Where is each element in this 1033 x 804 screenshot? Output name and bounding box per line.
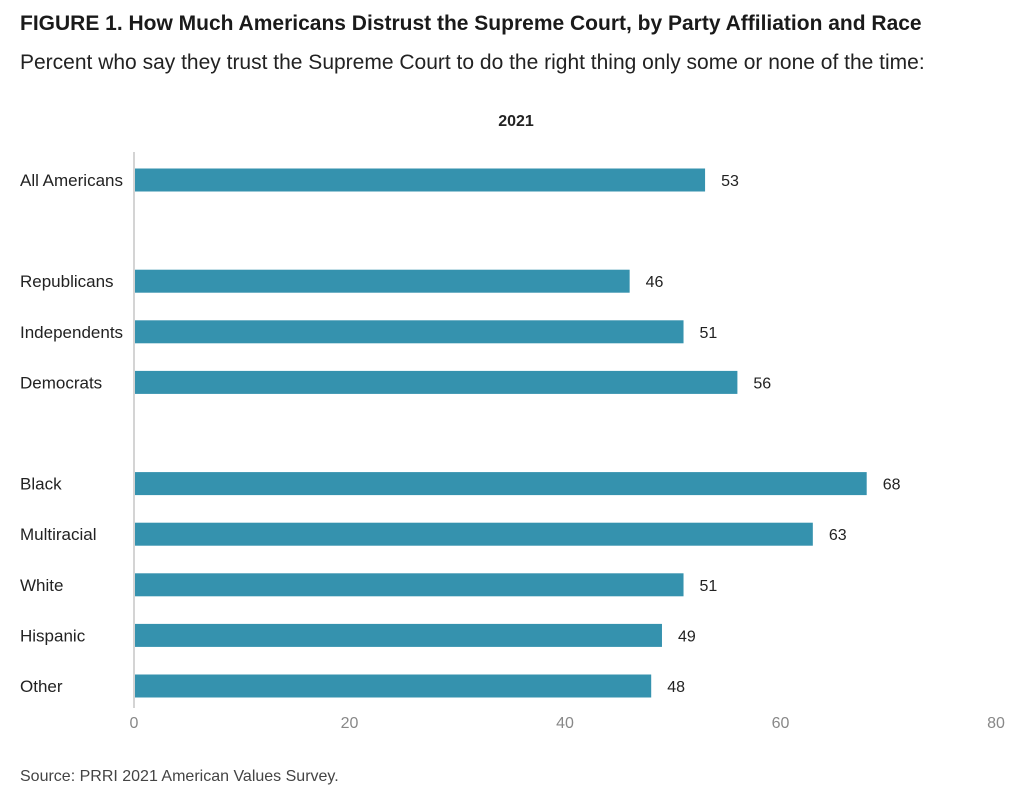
panel-title: 2021 (498, 113, 534, 130)
data-label: 63 (829, 527, 847, 544)
bar (135, 674, 652, 698)
chart-subtitle: Percent who say they trust the Supreme C… (20, 51, 925, 74)
category-label: White (20, 576, 63, 595)
bar (135, 522, 813, 546)
category-label: Independents (20, 323, 123, 342)
x-tick-label: 20 (341, 715, 359, 732)
category-label: Other (20, 677, 63, 696)
data-label: 51 (700, 578, 718, 595)
x-tick-label: 0 (130, 715, 139, 732)
bar (135, 623, 662, 647)
bar (135, 320, 684, 344)
bar (135, 573, 684, 597)
category-label: Hispanic (20, 626, 86, 645)
bar (135, 168, 706, 192)
data-label: 53 (721, 173, 739, 190)
data-label: 51 (700, 325, 718, 342)
category-label: Democrats (20, 373, 102, 392)
data-label: 46 (646, 274, 664, 291)
bar (135, 472, 867, 496)
chart-title: FIGURE 1. How Much Americans Distrust th… (20, 12, 922, 35)
data-label: 49 (678, 628, 696, 645)
x-tick-label: 40 (556, 715, 574, 732)
x-tick-label: 80 (987, 715, 1005, 732)
x-tick-label: 60 (772, 715, 790, 732)
category-label: Multiracial (20, 525, 97, 544)
category-label: All Americans (20, 171, 123, 190)
x-axis-ticks: 0 20 40 60 80 (130, 715, 1005, 732)
data-label: 48 (667, 679, 685, 696)
bar (135, 269, 630, 293)
category-label: Republicans (20, 272, 114, 291)
data-label: 56 (753, 375, 771, 392)
category-label: Black (20, 475, 62, 494)
bar (135, 370, 738, 394)
bars-group: All Americans 53 Republicans 46 Independents… (20, 168, 901, 698)
source-note: Source: PRRI 2021 American Values Survey… (20, 768, 339, 785)
data-label: 68 (883, 477, 901, 494)
